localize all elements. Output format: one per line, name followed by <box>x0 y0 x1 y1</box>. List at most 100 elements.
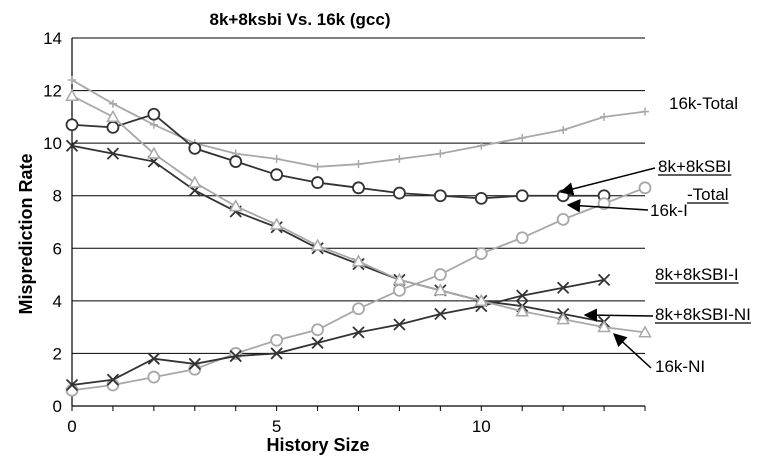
data-point <box>516 289 529 302</box>
series-ni16k <box>65 88 652 338</box>
data-point <box>149 120 158 129</box>
data-point <box>515 304 529 317</box>
series-sbiNI <box>65 139 611 329</box>
data-point <box>352 326 365 339</box>
data-point <box>597 273 611 286</box>
data-point <box>229 155 243 168</box>
data-point <box>270 347 283 360</box>
y-tick-label: 2 <box>53 344 62 363</box>
series-line <box>71 278 605 386</box>
series-group <box>65 76 652 397</box>
data-point <box>477 141 486 150</box>
y-tick-label: 12 <box>43 82 62 101</box>
series-total16k <box>68 76 649 171</box>
data-point <box>597 320 611 333</box>
data-point <box>474 293 489 307</box>
series-label-sbiTotal: 8k+8kSBI -Total <box>559 157 732 204</box>
data-point <box>106 373 120 386</box>
data-point <box>68 76 76 85</box>
data-point <box>188 357 201 371</box>
data-point <box>270 333 284 347</box>
y-axis-label: Misprediction Rate <box>16 153 36 314</box>
y-tick-label: 14 <box>43 29 62 48</box>
data-point <box>395 154 404 163</box>
label-arrow <box>613 333 652 369</box>
data-point <box>433 283 448 296</box>
series-label-text: 8k+8kSBI-I <box>655 265 739 284</box>
data-point <box>311 323 324 337</box>
data-point <box>106 378 120 392</box>
data-point <box>436 149 445 158</box>
label-arrow <box>559 167 656 196</box>
data-point <box>65 88 79 101</box>
data-point <box>392 272 407 285</box>
data-point <box>600 112 609 121</box>
x-tick-labels: 0 5 10 <box>67 417 490 436</box>
data-point <box>147 370 161 384</box>
series-label-total16k: 16k-Total <box>669 94 738 113</box>
data-point <box>638 181 652 195</box>
y-tick-label: 10 <box>43 134 62 153</box>
y-tick-label: 6 <box>53 239 62 258</box>
data-point <box>638 325 652 338</box>
data-point <box>354 160 363 169</box>
data-point <box>310 238 325 251</box>
data-point <box>65 139 79 152</box>
x-tick-label: 5 <box>272 417 281 436</box>
data-point <box>393 186 406 200</box>
data-point <box>106 147 120 160</box>
data-point <box>556 212 570 226</box>
data-point <box>229 349 242 363</box>
data-point <box>272 154 281 163</box>
data-point <box>474 247 488 260</box>
data-point <box>313 162 322 171</box>
series-sbiTotal <box>65 107 611 205</box>
data-point <box>228 199 243 212</box>
data-point <box>515 231 529 245</box>
y-tick-label: 0 <box>53 397 62 416</box>
label-arrow <box>583 308 654 322</box>
data-point <box>188 362 202 376</box>
data-point <box>556 312 570 325</box>
series-label-text: -Total <box>687 185 729 204</box>
series-label-sbiNI: 8k+8kSBI-NI <box>583 305 751 324</box>
data-point <box>557 281 570 294</box>
data-point <box>434 307 447 321</box>
data-point <box>641 107 649 116</box>
chart-title: 8k+8ksbi Vs. 16k (gcc) <box>210 10 391 29</box>
series-label-ni16k: 16k-NI <box>613 333 705 376</box>
data-point <box>147 107 161 121</box>
data-point <box>352 181 365 195</box>
data-point <box>518 133 527 142</box>
series-label-i16k: 16k-I <box>566 199 688 220</box>
data-point <box>311 176 324 189</box>
data-point <box>106 109 120 123</box>
series-label-sbiI: 8k+8kSBI-I <box>655 265 739 284</box>
data-point <box>106 120 120 134</box>
label-arrow <box>566 199 649 213</box>
data-point <box>474 191 488 205</box>
data-point <box>65 383 79 397</box>
series-label-text: 8k+8kSBI <box>658 157 731 176</box>
data-point <box>147 352 160 365</box>
data-point <box>393 318 406 331</box>
data-point <box>65 118 79 132</box>
series-line <box>71 113 605 200</box>
data-point <box>269 217 284 230</box>
data-point <box>352 302 365 316</box>
gridlines <box>72 37 645 354</box>
x-tick-label: 0 <box>67 417 76 436</box>
series-sbiI <box>65 273 611 392</box>
y-tick-label: 4 <box>53 292 62 311</box>
data-point <box>351 254 366 267</box>
data-point <box>311 336 324 350</box>
series-label-text: 16k-NI <box>655 357 705 376</box>
series-label-text: 16k-I <box>650 201 688 220</box>
series-label-text: 16k-Total <box>669 94 738 113</box>
data-point <box>188 175 202 188</box>
data-point <box>433 189 447 203</box>
data-point <box>108 99 117 108</box>
y-tick-labels: 0 2 4 6 8 10 12 14 <box>43 29 62 416</box>
